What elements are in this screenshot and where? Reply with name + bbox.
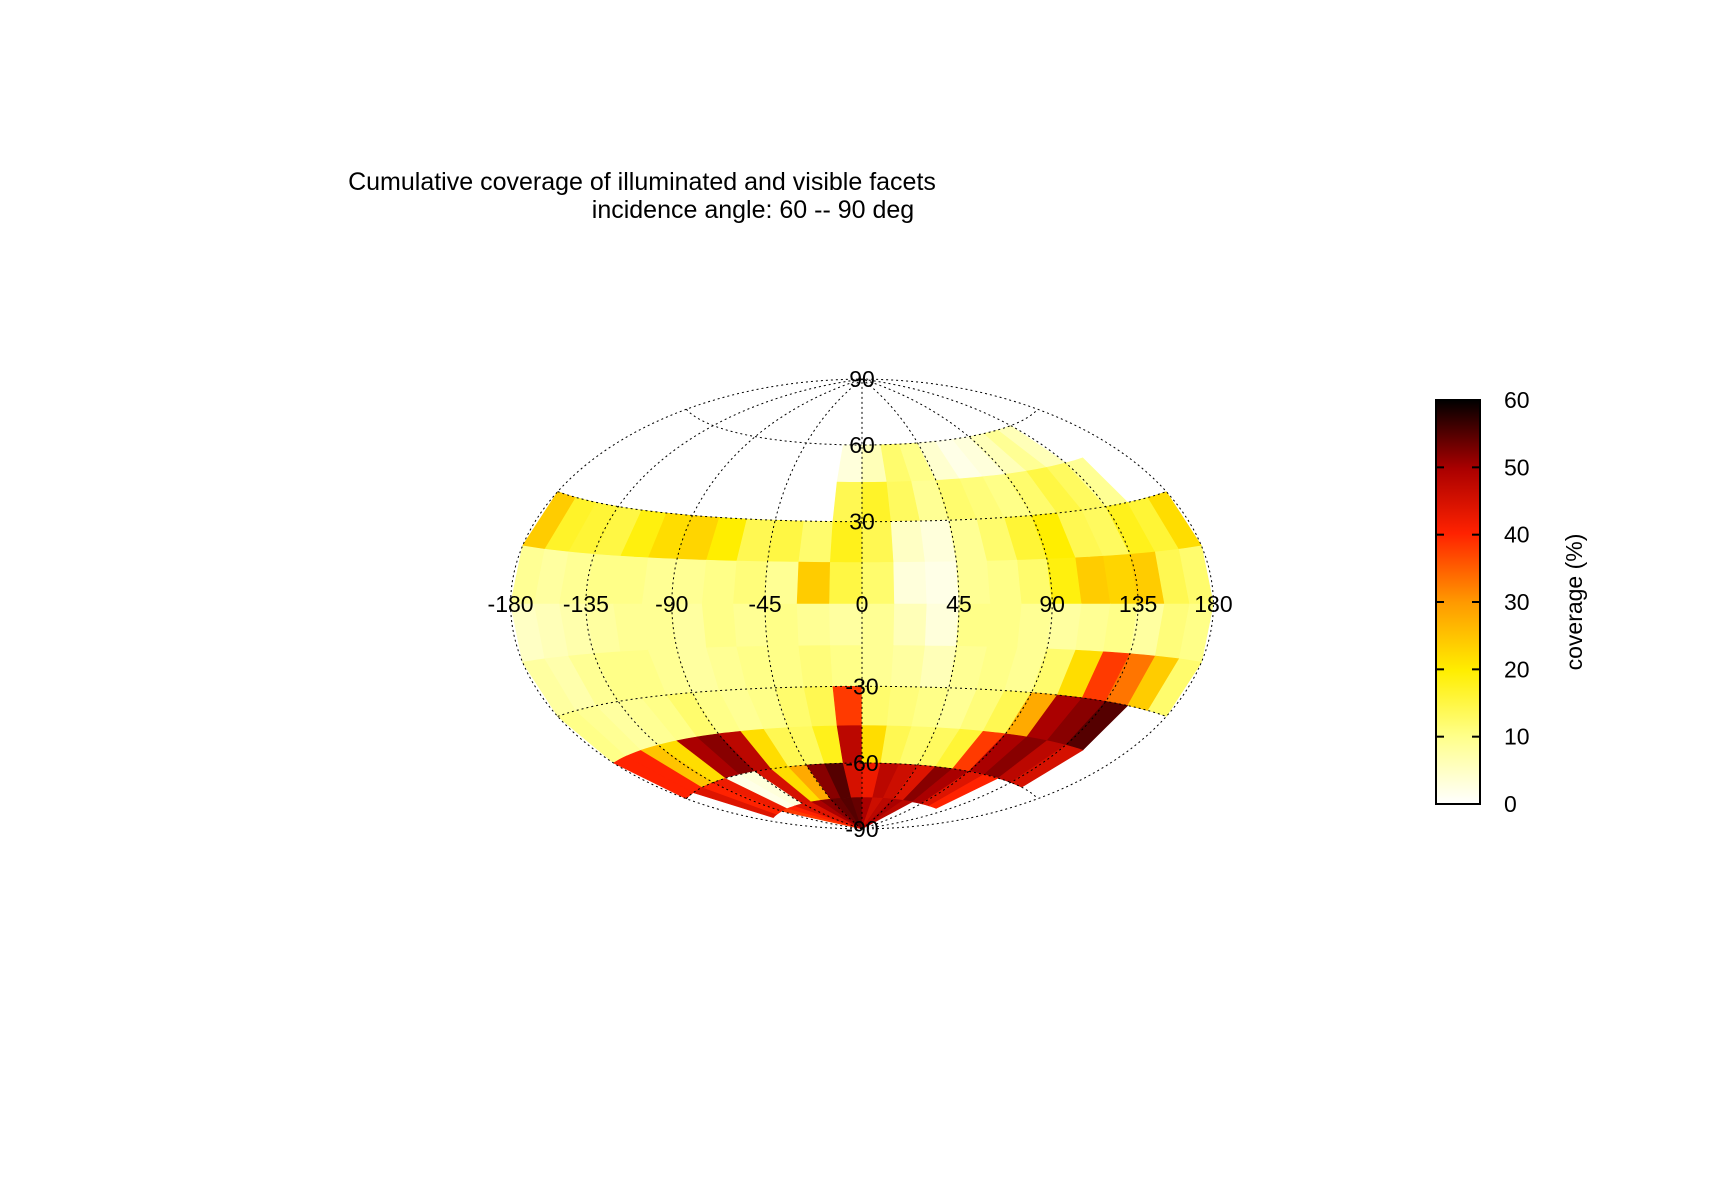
x-tick-label: 0: [856, 591, 869, 617]
meridian-line: [861, 378, 1214, 830]
x-tick-label: 180: [1194, 591, 1232, 617]
colorbar-tick-label: 40: [1504, 522, 1530, 548]
heatmap-cell: [1147, 658, 1203, 717]
colorbar-tick-label: 10: [1504, 724, 1530, 750]
colorbar: 0 10 20 30 40 50 60 coverage (%): [1435, 387, 1587, 817]
chart-title: Cumulative coverage of illuminated and v…: [348, 168, 936, 196]
heatmap-cell: [798, 645, 834, 688]
parallel-line: [685, 762, 1039, 800]
heatmap-cell: [986, 559, 1023, 605]
y-tick-label: -90: [845, 816, 878, 842]
y-tick-label: 60: [849, 432, 875, 458]
heatmap-cell: [893, 603, 928, 647]
heatmap-cell: [890, 645, 926, 688]
y-tick-label: -30: [845, 673, 878, 699]
parallel-line: [685, 408, 1039, 446]
colorbar-tick-label: 30: [1504, 589, 1530, 615]
heatmap-cell: [861, 799, 914, 830]
parallel-line: [557, 685, 1167, 717]
x-tick-label: -180: [488, 591, 534, 617]
x-tick-label: 90: [1039, 591, 1065, 617]
x-tick-label: -45: [748, 591, 781, 617]
latitude-tick-labels: 90 60 30 -30 -60 -90: [845, 366, 878, 842]
x-tick-label: -135: [563, 591, 609, 617]
y-tick-label: -60: [845, 750, 878, 776]
heatmap-cell: [893, 561, 928, 605]
colorbar-label: coverage (%): [1561, 534, 1587, 671]
x-tick-label: 135: [1119, 591, 1157, 617]
heatmap-cell: [701, 559, 738, 605]
heatmap-cell: [796, 561, 831, 605]
heatmap-cell: [798, 520, 834, 563]
colorbar-tick-label: 50: [1504, 454, 1530, 480]
meridian-line: [861, 378, 1139, 830]
colorbar-tick-label: 20: [1504, 656, 1530, 682]
meridian-line: [861, 378, 960, 830]
y-tick-label: 90: [849, 366, 875, 392]
parallel-line: [557, 491, 1167, 523]
heatmap-cell: [701, 603, 738, 649]
longitude-tick-labels: -180 -135 -90 -45 0 45 90 135 180: [488, 591, 1233, 617]
meridian-line: [671, 378, 863, 830]
chart-subtitle: incidence angle: 60 -- 90 deg: [592, 196, 914, 224]
colorbar-tick-label: 0: [1504, 791, 1517, 817]
heatmap-cell: [890, 520, 926, 563]
x-tick-label: 45: [946, 591, 972, 617]
colorbar-ticks: 0 10 20 30 40 50 60: [1436, 387, 1530, 817]
colorbar-tick-label: 60: [1504, 387, 1530, 413]
graticule: [510, 378, 1214, 830]
meridian-line: [861, 378, 1053, 830]
x-tick-label: -90: [655, 591, 688, 617]
heatmap-cell: [986, 603, 1023, 649]
heatmap-cell: [796, 603, 831, 647]
y-tick-label: 30: [849, 509, 875, 535]
